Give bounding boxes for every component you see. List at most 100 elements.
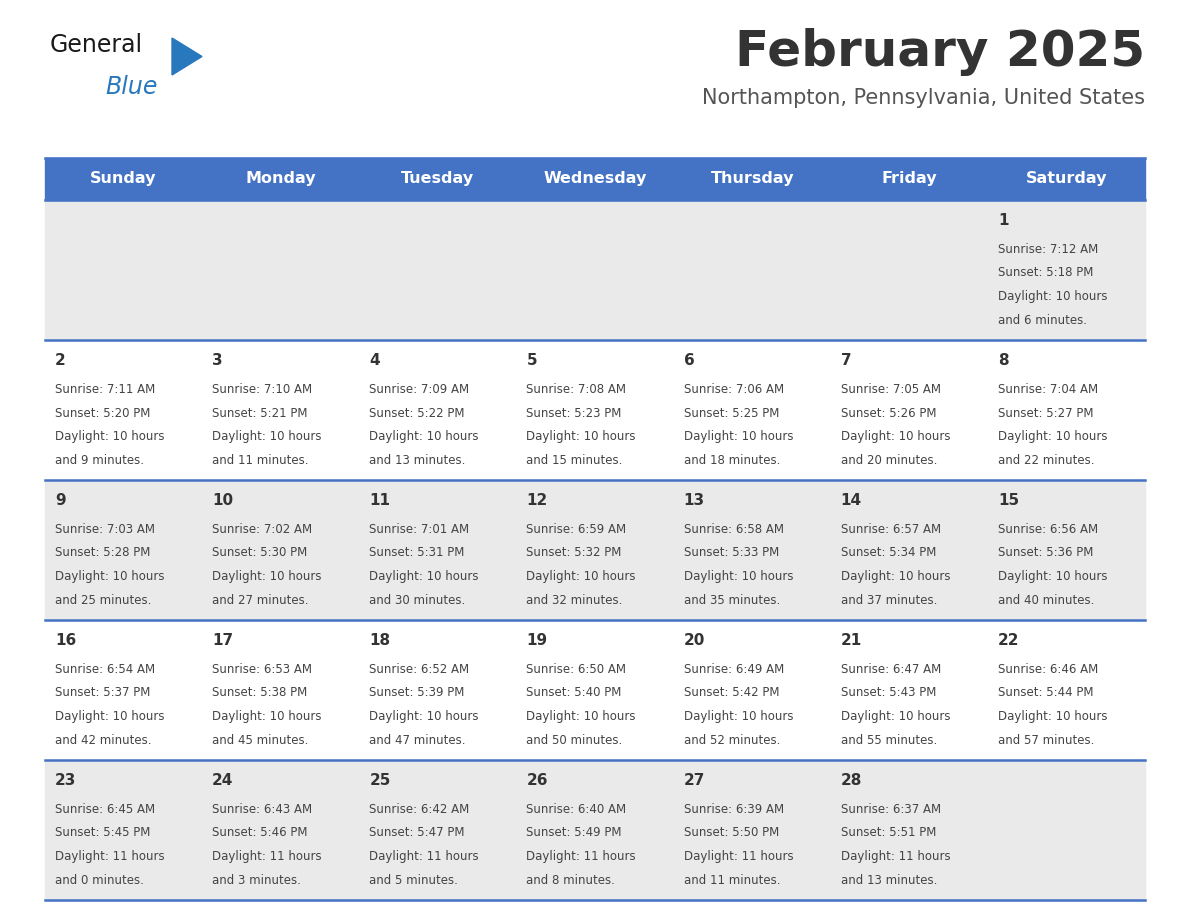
Text: and 5 minutes.: and 5 minutes.	[369, 874, 459, 887]
Text: Sunset: 5:34 PM: Sunset: 5:34 PM	[841, 546, 936, 559]
Text: Daylight: 10 hours: Daylight: 10 hours	[998, 290, 1107, 303]
Text: and 8 minutes.: and 8 minutes.	[526, 874, 615, 887]
Text: and 35 minutes.: and 35 minutes.	[683, 594, 779, 607]
Text: Daylight: 10 hours: Daylight: 10 hours	[841, 710, 950, 723]
Text: Daylight: 11 hours: Daylight: 11 hours	[213, 850, 322, 863]
Text: 17: 17	[213, 633, 233, 648]
Polygon shape	[172, 38, 202, 75]
Text: 25: 25	[369, 773, 391, 788]
Text: Sunset: 5:37 PM: Sunset: 5:37 PM	[55, 687, 151, 700]
Text: 28: 28	[841, 773, 862, 788]
Text: and 15 minutes.: and 15 minutes.	[526, 453, 623, 466]
Text: Daylight: 10 hours: Daylight: 10 hours	[841, 570, 950, 583]
Text: Sunrise: 6:58 AM: Sunrise: 6:58 AM	[683, 523, 784, 536]
Text: Blue: Blue	[105, 75, 157, 99]
Text: Saturday: Saturday	[1025, 172, 1107, 186]
Text: Sunrise: 6:46 AM: Sunrise: 6:46 AM	[998, 663, 1098, 676]
Text: 8: 8	[998, 353, 1009, 368]
Text: Sunset: 5:42 PM: Sunset: 5:42 PM	[683, 687, 779, 700]
Text: 4: 4	[369, 353, 380, 368]
Text: Sunrise: 6:56 AM: Sunrise: 6:56 AM	[998, 523, 1098, 536]
Text: Sunrise: 7:03 AM: Sunrise: 7:03 AM	[55, 523, 154, 536]
Text: and 27 minutes.: and 27 minutes.	[213, 594, 309, 607]
Text: Sunrise: 6:40 AM: Sunrise: 6:40 AM	[526, 803, 626, 816]
Bar	[45, 340, 1145, 480]
Text: Daylight: 10 hours: Daylight: 10 hours	[998, 570, 1107, 583]
Text: Daylight: 10 hours: Daylight: 10 hours	[213, 430, 322, 443]
Text: Daylight: 11 hours: Daylight: 11 hours	[683, 850, 794, 863]
Text: Sunset: 5:18 PM: Sunset: 5:18 PM	[998, 266, 1093, 279]
Text: 14: 14	[841, 493, 861, 508]
Text: 13: 13	[683, 493, 704, 508]
Bar	[45, 760, 1145, 900]
Text: Sunrise: 6:37 AM: Sunrise: 6:37 AM	[841, 803, 941, 816]
Text: Daylight: 10 hours: Daylight: 10 hours	[369, 430, 479, 443]
Text: 5: 5	[526, 353, 537, 368]
Text: and 13 minutes.: and 13 minutes.	[369, 453, 466, 466]
Text: Daylight: 10 hours: Daylight: 10 hours	[683, 710, 794, 723]
Text: Sunrise: 7:11 AM: Sunrise: 7:11 AM	[55, 383, 156, 396]
Text: Daylight: 10 hours: Daylight: 10 hours	[526, 430, 636, 443]
Text: 1: 1	[998, 213, 1009, 228]
Text: Sunrise: 7:05 AM: Sunrise: 7:05 AM	[841, 383, 941, 396]
Text: Daylight: 10 hours: Daylight: 10 hours	[841, 430, 950, 443]
Text: and 9 minutes.: and 9 minutes.	[55, 453, 144, 466]
Text: Daylight: 11 hours: Daylight: 11 hours	[526, 850, 636, 863]
Text: Sunset: 5:20 PM: Sunset: 5:20 PM	[55, 407, 151, 420]
Text: Sunrise: 7:01 AM: Sunrise: 7:01 AM	[369, 523, 469, 536]
Text: Sunrise: 6:49 AM: Sunrise: 6:49 AM	[683, 663, 784, 676]
Text: Sunrise: 7:02 AM: Sunrise: 7:02 AM	[213, 523, 312, 536]
Text: 3: 3	[213, 353, 223, 368]
Text: Daylight: 11 hours: Daylight: 11 hours	[841, 850, 950, 863]
Text: Daylight: 10 hours: Daylight: 10 hours	[55, 430, 164, 443]
Text: Sunset: 5:33 PM: Sunset: 5:33 PM	[683, 546, 779, 559]
Bar	[45, 480, 1145, 620]
Text: Sunset: 5:27 PM: Sunset: 5:27 PM	[998, 407, 1093, 420]
Text: Daylight: 10 hours: Daylight: 10 hours	[55, 570, 164, 583]
Text: 15: 15	[998, 493, 1019, 508]
Text: Daylight: 11 hours: Daylight: 11 hours	[369, 850, 479, 863]
Text: and 52 minutes.: and 52 minutes.	[683, 733, 781, 746]
Text: Sunset: 5:43 PM: Sunset: 5:43 PM	[841, 687, 936, 700]
Text: Daylight: 10 hours: Daylight: 10 hours	[213, 710, 322, 723]
Text: and 22 minutes.: and 22 minutes.	[998, 453, 1094, 466]
Text: Friday: Friday	[881, 172, 937, 186]
Text: Sunrise: 7:06 AM: Sunrise: 7:06 AM	[683, 383, 784, 396]
Text: Sunrise: 6:57 AM: Sunrise: 6:57 AM	[841, 523, 941, 536]
Text: Sunset: 5:30 PM: Sunset: 5:30 PM	[213, 546, 308, 559]
Bar	[45, 200, 1145, 340]
Text: Sunset: 5:49 PM: Sunset: 5:49 PM	[526, 826, 623, 839]
Text: 10: 10	[213, 493, 233, 508]
Text: Sunrise: 7:09 AM: Sunrise: 7:09 AM	[369, 383, 469, 396]
Text: and 3 minutes.: and 3 minutes.	[213, 874, 301, 887]
Text: Sunrise: 6:52 AM: Sunrise: 6:52 AM	[369, 663, 469, 676]
Text: Sunset: 5:38 PM: Sunset: 5:38 PM	[213, 687, 308, 700]
Text: Sunset: 5:36 PM: Sunset: 5:36 PM	[998, 546, 1093, 559]
Text: Daylight: 10 hours: Daylight: 10 hours	[683, 570, 794, 583]
Text: Sunrise: 6:42 AM: Sunrise: 6:42 AM	[369, 803, 469, 816]
Text: Sunday: Sunday	[90, 172, 157, 186]
Text: Sunset: 5:26 PM: Sunset: 5:26 PM	[841, 407, 936, 420]
Text: Daylight: 10 hours: Daylight: 10 hours	[526, 710, 636, 723]
Text: 12: 12	[526, 493, 548, 508]
Text: Daylight: 10 hours: Daylight: 10 hours	[998, 430, 1107, 443]
Text: Sunrise: 6:43 AM: Sunrise: 6:43 AM	[213, 803, 312, 816]
Text: General: General	[50, 33, 143, 57]
Text: Sunset: 5:31 PM: Sunset: 5:31 PM	[369, 546, 465, 559]
Text: and 20 minutes.: and 20 minutes.	[841, 453, 937, 466]
Text: Northampton, Pennsylvania, United States: Northampton, Pennsylvania, United States	[702, 88, 1145, 108]
Text: 27: 27	[683, 773, 704, 788]
Text: and 0 minutes.: and 0 minutes.	[55, 874, 144, 887]
Text: Sunset: 5:47 PM: Sunset: 5:47 PM	[369, 826, 465, 839]
Text: and 57 minutes.: and 57 minutes.	[998, 733, 1094, 746]
Text: and 6 minutes.: and 6 minutes.	[998, 314, 1087, 327]
Text: Monday: Monday	[246, 172, 316, 186]
Text: Sunset: 5:45 PM: Sunset: 5:45 PM	[55, 826, 151, 839]
Text: Sunset: 5:40 PM: Sunset: 5:40 PM	[526, 687, 621, 700]
Text: 9: 9	[55, 493, 65, 508]
Text: Daylight: 10 hours: Daylight: 10 hours	[998, 710, 1107, 723]
Text: and 11 minutes.: and 11 minutes.	[683, 874, 781, 887]
Text: Sunrise: 6:50 AM: Sunrise: 6:50 AM	[526, 663, 626, 676]
Text: Sunset: 5:51 PM: Sunset: 5:51 PM	[841, 826, 936, 839]
Text: Daylight: 11 hours: Daylight: 11 hours	[55, 850, 165, 863]
